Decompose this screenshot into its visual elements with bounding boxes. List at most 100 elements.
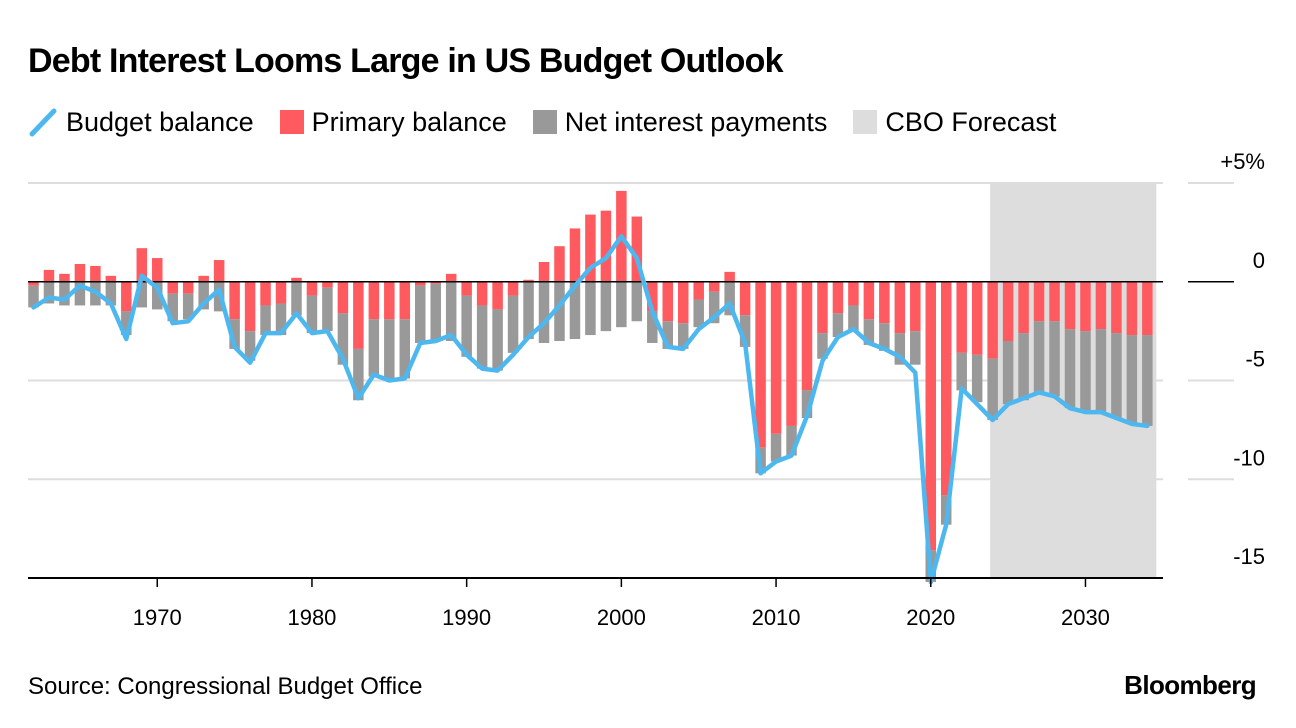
budget-balance-swatch-icon <box>29 108 57 137</box>
net-interest-bar <box>693 299 704 328</box>
primary-balance-bar <box>1002 281 1014 341</box>
net-interest-bar <box>770 433 782 462</box>
primary-balance-bar <box>74 263 86 282</box>
y-tick-label: +5% <box>1220 149 1265 174</box>
net-interest-bar <box>786 425 797 456</box>
legend-item-forecast: CBO Forecast <box>853 103 1056 141</box>
net-interest-bar <box>1111 333 1122 419</box>
primary-balance-bar <box>770 281 782 434</box>
net-interest-bar <box>848 305 859 332</box>
source-note: Source: Congressional Budget Office <box>28 673 423 700</box>
legend-label-primary-balance: Primary balance <box>311 107 507 137</box>
net-interest-bar <box>956 352 967 391</box>
legend: Budget balance Primary balance Net inter… <box>28 103 1082 141</box>
primary-balance-bar <box>832 281 844 314</box>
x-tick-label: 1990 <box>442 605 491 630</box>
net-interest-bar <box>337 313 349 365</box>
net-interest-bar <box>1142 335 1153 426</box>
net-interest-bar <box>631 281 643 322</box>
primary-balance-bar <box>90 265 101 282</box>
primary-balance-bar <box>1049 281 1060 322</box>
primary-balance-bar <box>136 248 148 282</box>
primary-balance-bar <box>971 281 983 355</box>
net-interest-bar <box>182 293 194 320</box>
net-interest-bar <box>28 285 39 308</box>
primary-balance-bar <box>229 281 240 320</box>
net-interest-bar <box>1095 329 1107 413</box>
net-interest-bar <box>677 323 689 349</box>
net-interest-bar <box>817 333 828 359</box>
primary-balance-bar <box>554 246 565 282</box>
net-interest-bar <box>229 319 240 349</box>
primary-balance-bar <box>894 281 906 334</box>
primary-balance-bar <box>415 281 426 286</box>
net-interest-bar <box>910 331 921 365</box>
net-interest-bar <box>1002 341 1014 405</box>
net-interest-bar <box>306 295 318 334</box>
primary-balance-bar <box>368 281 380 320</box>
net-interest-bar <box>647 311 658 343</box>
primary-balance-bar <box>755 281 766 448</box>
x-tick-label: 1980 <box>287 605 336 630</box>
primary-balance-bar <box>879 281 890 324</box>
x-tick-label: 2010 <box>752 605 801 630</box>
primary-balance-bar <box>1142 281 1153 336</box>
net-interest-swatch-icon <box>532 110 557 134</box>
primary-balance-bar <box>1018 281 1029 334</box>
primary-balance-bar <box>167 281 178 294</box>
primary-balance-bar <box>848 281 859 306</box>
primary-balance-bar <box>43 269 55 282</box>
primary-balance-bar <box>461 281 472 296</box>
primary-balance-bar <box>353 281 364 349</box>
primary-balance-bar <box>523 279 534 282</box>
primary-balance-bar <box>538 262 550 282</box>
net-interest-bar <box>244 331 256 361</box>
primary-balance-bar <box>631 216 643 282</box>
net-interest-bar <box>1018 333 1029 401</box>
primary-balance-bar <box>817 281 828 334</box>
legend-label-forecast: CBO Forecast <box>885 107 1057 137</box>
net-interest-bar <box>399 319 411 379</box>
primary-balance-bar <box>724 271 735 282</box>
net-interest-bar <box>724 281 735 316</box>
net-interest-bar <box>384 319 395 379</box>
net-interest-bar <box>353 348 364 401</box>
net-interest-bar <box>1080 331 1091 413</box>
primary-balance-bar <box>585 214 596 282</box>
primary-balance-bar <box>182 281 194 294</box>
primary-balance-bar <box>275 281 287 304</box>
net-interest-bar <box>662 321 674 349</box>
primary-balance-bar <box>647 281 658 312</box>
net-interest-bar <box>105 281 117 306</box>
net-interest-bar <box>461 295 472 357</box>
primary-balance-bar <box>152 258 163 282</box>
primary-balance-bar <box>786 281 797 426</box>
x-tick-label: 1970 <box>133 605 182 630</box>
net-interest-bar <box>322 287 333 332</box>
net-interest-bar <box>616 281 627 328</box>
net-interest-bar <box>167 293 178 322</box>
y-tick-label: -10 <box>1233 445 1265 470</box>
net-interest-bar <box>569 281 581 340</box>
net-interest-bar <box>59 281 70 306</box>
primary-balance-swatch-icon <box>279 110 304 134</box>
primary-balance-bar <box>569 228 581 282</box>
primary-balance-bar <box>445 273 457 282</box>
primary-balance-bar <box>863 281 875 320</box>
primary-balance-bar <box>1111 281 1122 334</box>
net-interest-bar <box>1126 335 1138 424</box>
net-interest-bar <box>415 285 426 343</box>
primary-balance-bar <box>337 281 349 314</box>
primary-balance-bar <box>28 281 39 286</box>
net-interest-bar <box>523 281 534 340</box>
primary-balance-bar <box>291 277 302 282</box>
net-interest-bar <box>152 281 163 310</box>
net-interest-bar <box>585 281 596 336</box>
primary-balance-bar <box>476 281 488 306</box>
net-interest-bar <box>368 319 380 377</box>
net-interest-bar <box>275 303 287 336</box>
legend-label-budget-balance: Budget balance <box>66 107 254 137</box>
primary-balance-bar <box>1033 281 1045 322</box>
primary-balance-bar <box>1126 281 1138 336</box>
